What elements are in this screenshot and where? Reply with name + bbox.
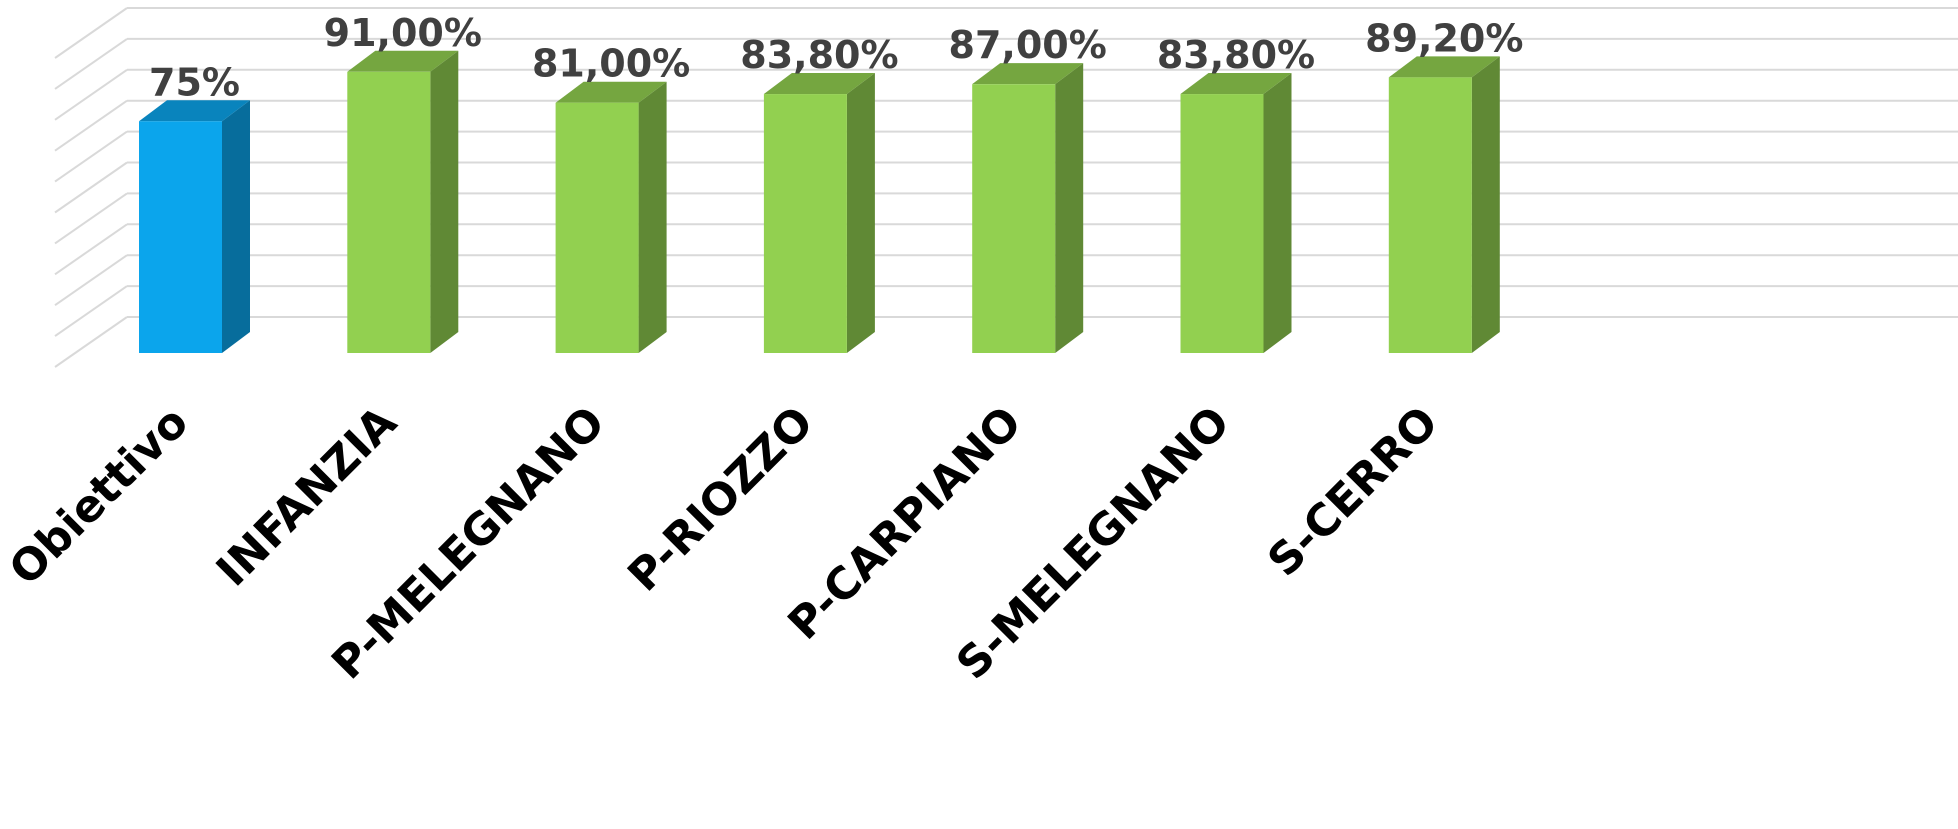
bar-side bbox=[222, 100, 250, 353]
bar bbox=[1180, 94, 1264, 354]
bar bbox=[972, 84, 1056, 354]
data-label: 83,80% bbox=[740, 33, 898, 77]
bar-top bbox=[972, 63, 1084, 85]
data-label: 75% bbox=[149, 60, 240, 104]
grid-line-side bbox=[54, 316, 128, 368]
grid-line-side bbox=[54, 254, 128, 307]
bar-top bbox=[555, 81, 667, 103]
bar-top bbox=[139, 100, 250, 122]
x-tick-label: Obiettivo bbox=[0, 397, 198, 596]
grid-line-side bbox=[54, 285, 128, 337]
bar bbox=[763, 94, 847, 354]
bar-top bbox=[347, 50, 459, 72]
data-label: 81,00% bbox=[532, 42, 690, 86]
grid-line-side bbox=[54, 223, 128, 276]
bar-side bbox=[638, 81, 667, 354]
grid-line-side bbox=[54, 38, 128, 90]
x-tick-label: P-RIOZZO bbox=[618, 397, 823, 602]
data-label: 87,00% bbox=[949, 23, 1107, 67]
bar-top bbox=[763, 73, 875, 95]
grid-line-side bbox=[54, 7, 128, 59]
bar-side bbox=[1471, 56, 1500, 353]
grid-line-side bbox=[54, 99, 128, 152]
bar bbox=[347, 71, 431, 353]
x-tick-label: INFANZIA bbox=[207, 397, 407, 597]
data-label: 91,00% bbox=[324, 11, 482, 55]
grid-line-side bbox=[54, 68, 128, 121]
grid-line-side bbox=[54, 192, 128, 245]
grid-line-side bbox=[54, 161, 128, 214]
x-tick-label: S-CERRO bbox=[1258, 397, 1448, 587]
data-label: 83,80% bbox=[1157, 33, 1315, 77]
bar bbox=[555, 102, 639, 354]
bar-top bbox=[1388, 56, 1500, 78]
data-label: 89,20% bbox=[1365, 16, 1523, 60]
bar bbox=[139, 121, 222, 353]
bar-side bbox=[1055, 63, 1084, 354]
bar-side bbox=[846, 73, 875, 354]
bar-side bbox=[430, 50, 459, 354]
bar-side bbox=[1263, 73, 1292, 354]
grid-line-side bbox=[54, 130, 128, 183]
bar bbox=[1388, 77, 1472, 353]
bar-top bbox=[1180, 73, 1292, 95]
